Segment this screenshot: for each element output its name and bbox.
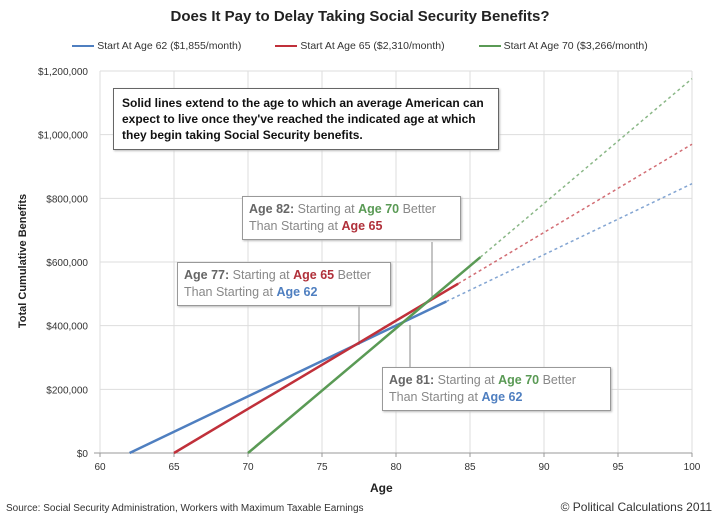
note-box: Solid lines extend to the age to which a…	[113, 88, 499, 150]
series-projection-2	[479, 78, 693, 258]
x-tick-label: 100	[684, 462, 701, 473]
legend-item-62: Start At Age 62 ($1,855/month)	[72, 40, 241, 52]
legend: Start At Age 62 ($1,855/month) Start At …	[0, 40, 720, 52]
series-projection-0	[445, 183, 693, 303]
y-tick-label: $0	[77, 449, 89, 460]
x-axis-label: Age	[370, 481, 393, 495]
series-line-2	[247, 256, 482, 454]
x-tick-label: 65	[168, 462, 180, 473]
y-tick-label: $800,000	[46, 194, 88, 205]
y-tick-label: $600,000	[46, 258, 88, 269]
annotation-age-81: Age 81: Starting at Age 70 Better Than S…	[382, 367, 611, 411]
source-note: Source: Social Security Administration, …	[6, 503, 364, 514]
x-tick-label: 70	[242, 462, 254, 473]
x-tick-label: 80	[390, 462, 402, 473]
series-line-0	[129, 300, 447, 455]
x-tick-label: 85	[464, 462, 476, 473]
x-tick-label: 95	[612, 462, 624, 473]
chart-title: Does It Pay to Delay Taking Social Secur…	[170, 8, 550, 25]
series-projection-1	[457, 143, 693, 285]
series-line-1	[173, 282, 459, 455]
legend-item-70: Start At Age 70 ($3,266/month)	[478, 40, 648, 52]
y-tick-label: $1,200,000	[38, 67, 88, 78]
x-tick-label: 75	[316, 462, 328, 473]
x-tick-label: 90	[538, 462, 550, 473]
annotation-age-82: Age 82: Starting at Age 70 Better Than S…	[242, 196, 461, 240]
y-tick-label: $400,000	[46, 322, 88, 333]
x-tick-label: 60	[94, 462, 106, 473]
legend-item-65: Start At Age 65 ($2,310/month)	[275, 40, 445, 52]
y-axis-label: Total Cumulative Benefits	[17, 193, 29, 329]
copyright: © Political Calculations 2011	[560, 500, 712, 514]
annotation-age-77: Age 77: Starting at Age 65 Better Than S…	[177, 262, 391, 306]
y-tick-label: $1,000,000	[38, 131, 88, 142]
y-tick-label: $200,000	[46, 385, 88, 396]
